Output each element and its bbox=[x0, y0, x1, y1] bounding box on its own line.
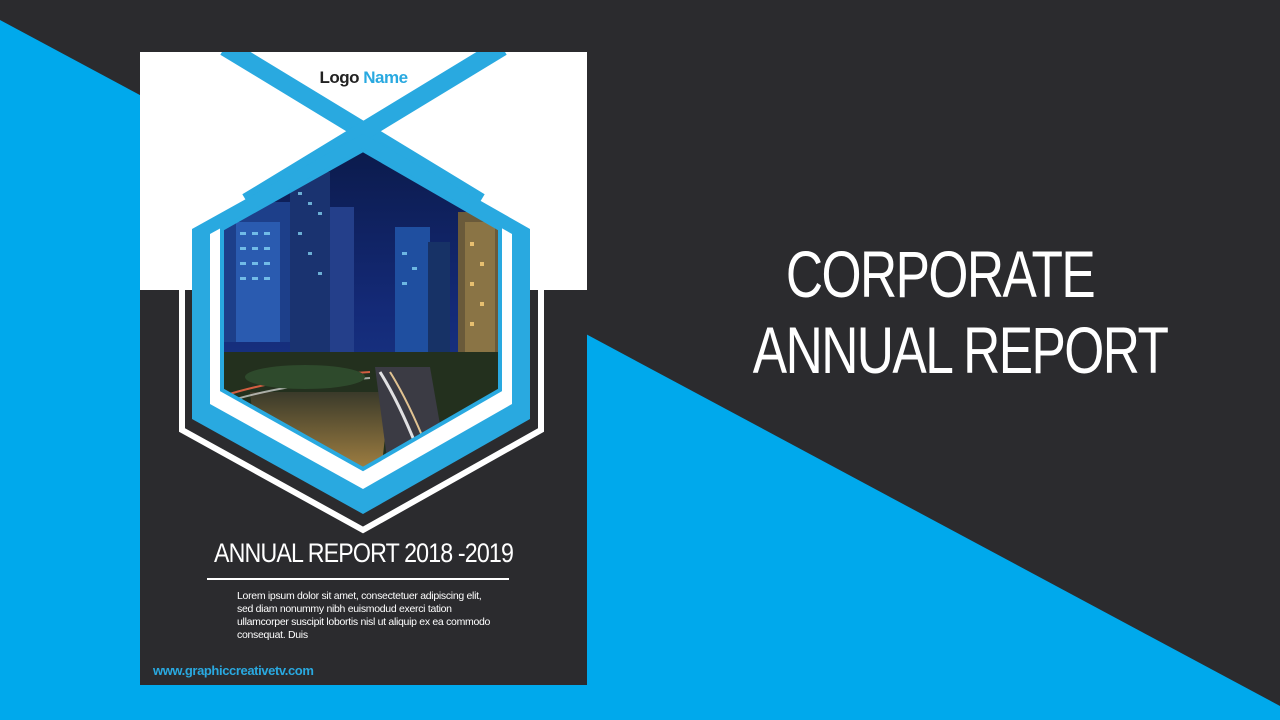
cover-graphics bbox=[179, 52, 544, 534]
cover-body-text: Lorem ipsum dolor sit amet, consectetuer… bbox=[237, 590, 491, 641]
headline-line-2: ANNUAL REPORT bbox=[752, 313, 1169, 387]
cover-logo: Logo Name bbox=[140, 68, 587, 88]
logo-word: Logo bbox=[319, 68, 359, 87]
logo-accent-word: Name bbox=[363, 68, 408, 87]
title-underline bbox=[207, 578, 509, 580]
cross-stripe-left bbox=[220, 52, 485, 210]
report-title: ANNUAL REPORT 2018 -2019 bbox=[213, 538, 514, 568]
report-cover: Logo Name ANNUAL REPORT 2018 -2019 Lorem… bbox=[140, 52, 587, 685]
website-url: www.graphiccreativetv.com bbox=[153, 663, 314, 678]
headline-line-1: CORPORATE bbox=[785, 237, 1096, 311]
hexagon-outer-outline bbox=[179, 134, 544, 534]
headline: CORPORATE ANNUAL REPORT bbox=[752, 236, 1169, 388]
photo-frame-border bbox=[220, 147, 502, 472]
